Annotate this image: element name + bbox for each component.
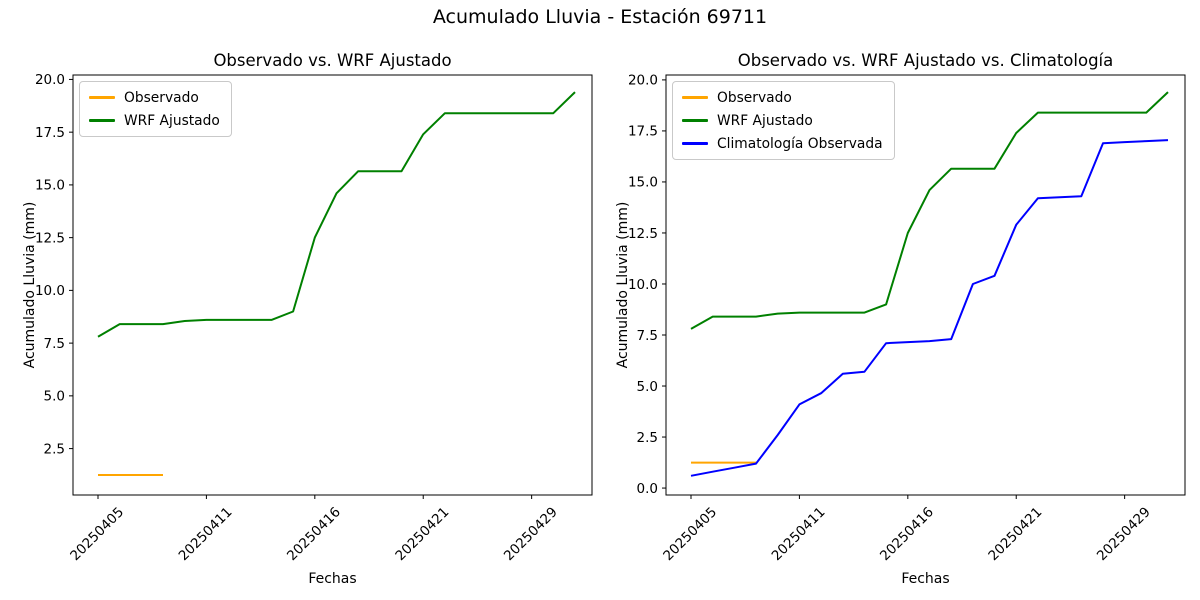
y-tick-label: 10.0	[628, 277, 658, 293]
y-tick-label: 17.5	[628, 124, 658, 140]
y-axis-label: Acumulado Lluvia (mm)	[22, 202, 38, 369]
x-tick-label: 20250411	[769, 504, 829, 564]
x-tick-label: 20250421	[985, 504, 1045, 564]
legend-entry: Observado	[89, 87, 220, 108]
series-line-wrf-ajustado	[97, 91, 576, 338]
legend-line-swatch	[682, 96, 708, 99]
legend-entry: Climatología Observada	[682, 133, 883, 154]
legend-entry: WRF Ajustado	[89, 110, 220, 131]
y-tick-label: 15.0	[35, 178, 65, 194]
x-tick-label: 20250421	[392, 504, 452, 564]
y-tick-label: 15.0	[628, 175, 658, 191]
y-tick-label: 10.0	[35, 283, 65, 299]
y-tick-label: 17.5	[35, 125, 65, 141]
y-tick-label: 0.0	[637, 481, 658, 497]
y-tick-label: 12.5	[628, 226, 658, 242]
series-line-climatolog-a-observada	[690, 139, 1169, 477]
x-axis-label: Fechas	[901, 571, 949, 587]
subplot-title: Observado vs. WRF Ajustado vs. Climatolo…	[738, 51, 1114, 70]
legend-line-swatch	[682, 142, 708, 145]
legend-line-swatch	[89, 119, 115, 122]
left-chart-legend: Observado WRF Ajustado	[79, 81, 232, 137]
y-tick-label: 20.0	[628, 73, 658, 89]
x-tick-label: 20250405	[660, 504, 720, 564]
subplot-title: Observado vs. WRF Ajustado	[213, 51, 451, 70]
x-tick-label: 20250416	[877, 504, 937, 564]
axes-frame	[72, 74, 593, 496]
y-tick-label: 5.0	[637, 379, 658, 395]
legend-label: Observado	[717, 89, 792, 106]
y-tick-label: 12.5	[35, 230, 65, 246]
x-tick-label: 20250429	[1094, 504, 1154, 564]
legend-label: WRF Ajustado	[717, 112, 813, 129]
series-line-wrf-ajustado	[690, 91, 1169, 330]
y-tick-label: 7.5	[637, 328, 658, 344]
y-tick-label: 2.5	[637, 430, 658, 446]
x-tick-label: 20250429	[501, 504, 561, 564]
legend-entry: Observado	[682, 87, 883, 108]
y-tick-label: 5.0	[44, 389, 65, 405]
x-axis-label: Fechas	[308, 571, 356, 587]
legend-label: Climatología Observada	[717, 135, 883, 152]
y-axis-label: Acumulado Lluvia (mm)	[615, 202, 631, 369]
legend-line-swatch	[682, 119, 708, 122]
y-tick-label: 7.5	[44, 336, 65, 352]
legend-entry: WRF Ajustado	[682, 110, 883, 131]
figure-title: Acumulado Lluvia - Estación 69711	[432, 6, 768, 28]
right-chart-legend: Observado WRF Ajustado Climatología Observ…	[672, 81, 895, 160]
legend-label: WRF Ajustado	[124, 112, 220, 129]
x-tick-label: 20250405	[67, 504, 127, 564]
legend-line-swatch	[89, 96, 115, 99]
x-tick-label: 20250416	[284, 504, 344, 564]
y-tick-label: 2.5	[44, 441, 65, 457]
y-tick-label: 20.0	[35, 72, 65, 88]
axes-frame	[665, 74, 1186, 496]
legend-label: Observado	[124, 89, 199, 106]
x-tick-label: 20250411	[176, 504, 236, 564]
